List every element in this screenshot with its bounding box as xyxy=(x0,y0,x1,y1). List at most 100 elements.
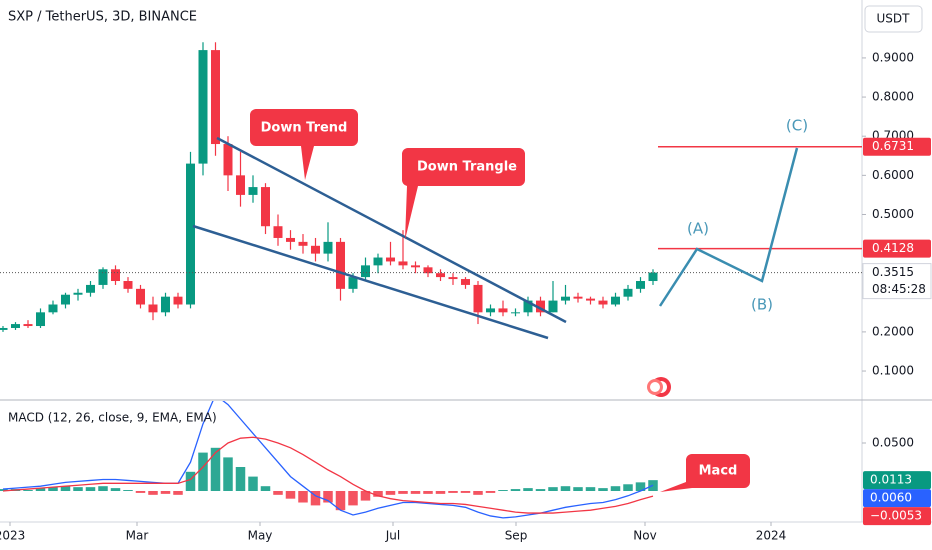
macd-histogram-bar xyxy=(185,471,196,491)
symbol-legend: SXP / TetherUS, 3D, BINANCE xyxy=(8,10,197,25)
candle-body xyxy=(73,292,83,295)
candle-body xyxy=(423,267,433,274)
candle-body xyxy=(511,312,520,314)
logo xyxy=(647,377,671,397)
callout xyxy=(250,109,358,180)
candle-body xyxy=(111,269,120,282)
macd-histogram-bar xyxy=(348,490,358,506)
last-price-label: 0.3515 xyxy=(872,265,914,279)
y-tick-label: 0.2000 xyxy=(872,324,914,338)
x-tick-label: Sep xyxy=(505,529,528,543)
annotation: Macd xyxy=(660,454,750,492)
macd-histogram-bar xyxy=(610,486,621,491)
candle-body xyxy=(636,281,645,289)
candle-body xyxy=(536,300,545,313)
candle-body xyxy=(261,187,270,227)
annotation: Down Trangle xyxy=(401,148,525,240)
candle-body xyxy=(173,296,183,305)
macd-value-box xyxy=(863,507,931,526)
candle-body xyxy=(386,257,395,262)
candle-body xyxy=(48,304,58,313)
candle-body xyxy=(573,296,583,299)
macd-value-label: −0.0053 xyxy=(870,509,922,523)
price-label-box xyxy=(863,239,931,258)
candle-body xyxy=(248,187,258,195)
last-price-box xyxy=(862,263,932,300)
price-label: 0.6731 xyxy=(872,139,914,153)
candle-body xyxy=(548,300,558,313)
macd-histogram-bar xyxy=(135,490,146,493)
candle-body xyxy=(523,300,533,313)
candle-body xyxy=(448,277,458,280)
y-tick-label: 0.1000 xyxy=(872,364,914,378)
candle-body xyxy=(561,296,570,301)
macd-histogram-bar xyxy=(560,486,571,491)
macd-histogram-bar xyxy=(248,476,258,491)
candle-body xyxy=(436,273,445,278)
candle-body xyxy=(186,163,195,305)
candle-body xyxy=(136,288,145,305)
currency-button[interactable] xyxy=(864,5,923,33)
candle-body xyxy=(123,281,133,289)
macd-histogram-bar xyxy=(223,457,233,491)
macd-pane xyxy=(0,401,658,519)
macd-histogram-bar xyxy=(360,490,371,501)
drawings xyxy=(192,136,799,340)
macd-value-label: 0.0060 xyxy=(870,491,912,505)
macd-histogram-bar xyxy=(385,490,396,495)
macd-histogram-bar xyxy=(173,490,183,495)
candle-body xyxy=(473,284,483,313)
macd-histogram-bar xyxy=(335,490,346,511)
macd-histogram-bar xyxy=(35,488,46,491)
candle-body xyxy=(373,257,383,266)
candle-body xyxy=(0,327,8,330)
macd-histogram-bar xyxy=(235,466,246,491)
macd-histogram-bar xyxy=(148,490,158,495)
candle-body xyxy=(198,50,208,164)
macd-histogram-bar xyxy=(85,487,96,491)
callout-text: Down Trangle xyxy=(417,160,517,175)
callout xyxy=(660,454,750,492)
macd-histogram-bar xyxy=(423,490,433,494)
candle-body xyxy=(361,265,370,278)
macd-histogram-bar xyxy=(510,489,521,491)
y-tick-label: 0.9000 xyxy=(872,50,914,64)
candle-body xyxy=(623,288,633,297)
price-pane xyxy=(0,42,862,332)
callout-text: Macd xyxy=(699,464,738,479)
price-label-box xyxy=(863,137,931,156)
candle-body xyxy=(11,324,20,328)
y-tick-label: 0.0500 xyxy=(872,436,914,450)
macd-histogram-bar xyxy=(435,490,446,494)
candle-body xyxy=(236,175,245,195)
macd-legend: MACD (12, 26, close, 9, EMA, EMA) xyxy=(8,411,217,425)
currency[interactable]: USDT xyxy=(877,12,911,26)
macd-histogram-bar xyxy=(298,490,308,503)
x-tick-label: Mar xyxy=(126,529,149,543)
macd-histogram-bar xyxy=(398,490,408,494)
macd-histogram-bar xyxy=(110,488,121,491)
macd-histogram-bar xyxy=(548,487,558,491)
candle-body xyxy=(611,296,620,305)
macd-line xyxy=(2,436,654,514)
candle-body xyxy=(36,312,45,327)
wave-label: (A) xyxy=(687,220,709,238)
candle-body xyxy=(273,226,283,238)
candle-body xyxy=(398,261,408,266)
macd-histogram-bar xyxy=(260,486,271,491)
trendline xyxy=(192,224,549,340)
candle-body xyxy=(98,269,108,285)
macd-histogram-bar xyxy=(635,482,646,491)
macd-histogram-bar xyxy=(410,490,421,494)
callout-text: Down Trend xyxy=(261,121,348,136)
macd-histogram-bar xyxy=(523,488,533,491)
macd-histogram-bar xyxy=(285,490,296,499)
x-tick-label: 2024 xyxy=(756,529,787,543)
macd-histogram-bar xyxy=(448,490,458,493)
y-tick-label: 0.8000 xyxy=(872,90,914,104)
macd-histogram-bar xyxy=(160,490,171,494)
x-tick-label: Jul xyxy=(385,529,400,543)
y-tick-label: 0.6000 xyxy=(872,168,914,182)
macd-histogram-bar xyxy=(123,490,133,491)
